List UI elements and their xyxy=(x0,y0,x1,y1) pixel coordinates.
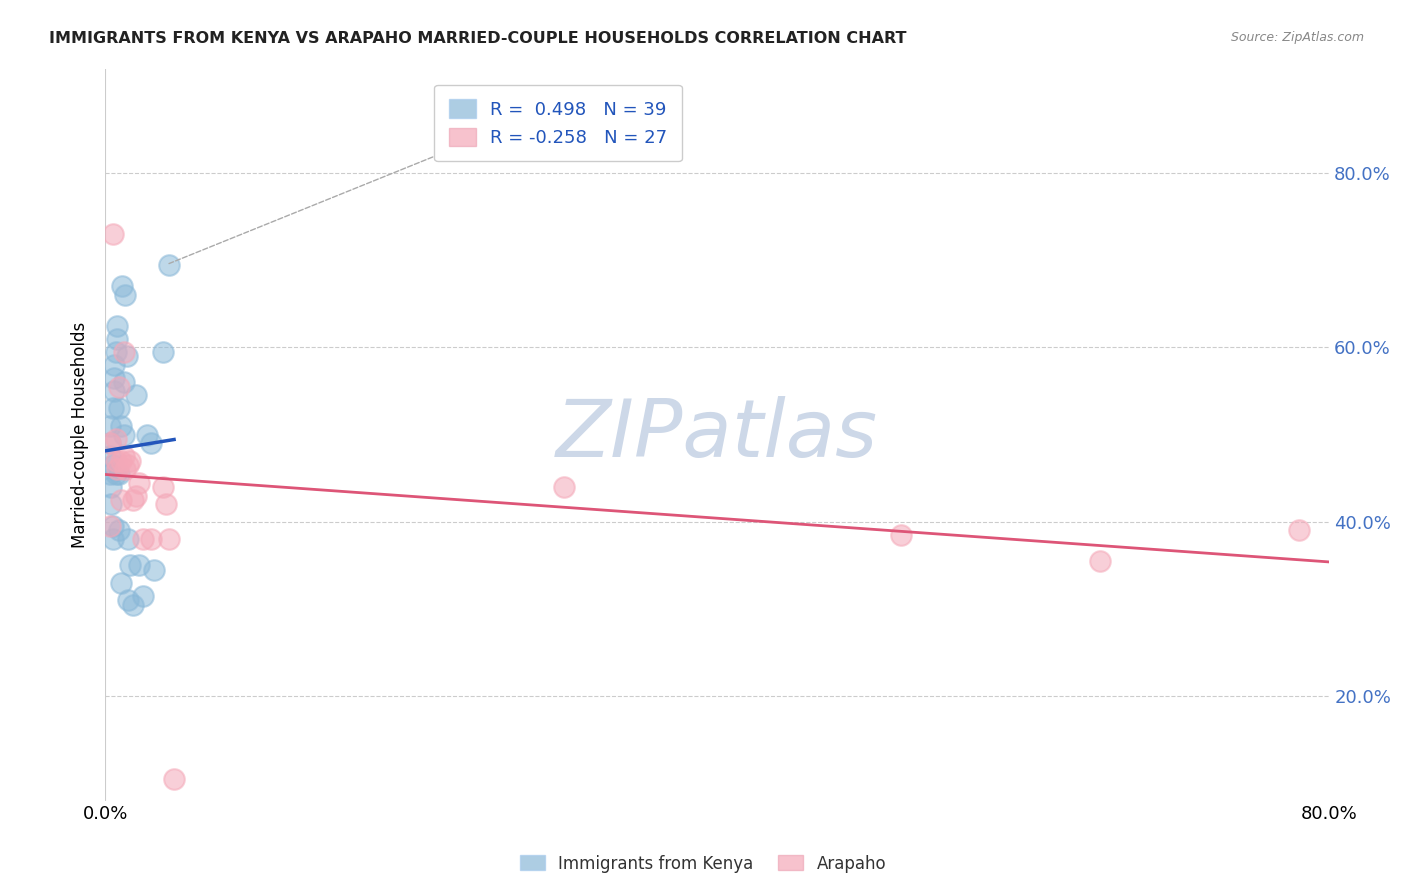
Point xyxy=(112,344,135,359)
Point xyxy=(108,379,131,393)
Point xyxy=(104,432,127,446)
Legend: Immigrants from Kenya, Arapaho: Immigrants from Kenya, Arapaho xyxy=(513,848,893,880)
Point xyxy=(118,558,141,573)
Point xyxy=(100,497,122,511)
Point xyxy=(98,467,121,481)
Text: Source: ZipAtlas.com: Source: ZipAtlas.com xyxy=(1230,31,1364,45)
Point xyxy=(143,563,166,577)
Point xyxy=(159,532,181,546)
Point xyxy=(104,453,127,467)
Point xyxy=(155,497,177,511)
Point xyxy=(112,427,135,442)
Text: ZIPatlas: ZIPatlas xyxy=(557,395,879,474)
Point xyxy=(100,480,122,494)
Point xyxy=(98,418,121,433)
Point xyxy=(98,450,121,464)
Point xyxy=(125,388,148,402)
Point xyxy=(135,427,157,442)
Point xyxy=(101,227,124,241)
Point xyxy=(117,532,139,546)
Point xyxy=(114,462,136,476)
Point xyxy=(111,279,134,293)
Point xyxy=(110,418,132,433)
Text: IMMIGRANTS FROM KENYA VS ARAPAHO MARRIED-COUPLE HOUSEHOLDS CORRELATION CHART: IMMIGRANTS FROM KENYA VS ARAPAHO MARRIED… xyxy=(49,31,907,46)
Point xyxy=(101,519,124,533)
Point xyxy=(117,593,139,607)
Point xyxy=(139,532,162,546)
Point xyxy=(112,376,135,390)
Point xyxy=(101,401,124,416)
Point xyxy=(553,480,575,494)
Point xyxy=(118,453,141,467)
Point xyxy=(110,492,132,507)
Point xyxy=(98,436,121,450)
Point xyxy=(98,436,121,450)
Point xyxy=(103,384,125,398)
Point xyxy=(107,462,129,476)
Point xyxy=(101,458,124,472)
Y-axis label: Married-couple Households: Married-couple Households xyxy=(72,321,89,548)
Point xyxy=(128,475,150,490)
Legend: R =  0.498   N = 39, R = -0.258   N = 27: R = 0.498 N = 39, R = -0.258 N = 27 xyxy=(434,85,682,161)
Point xyxy=(104,467,127,481)
Point xyxy=(163,772,186,786)
Point xyxy=(103,371,125,385)
Point xyxy=(108,401,131,416)
Point xyxy=(108,524,131,538)
Point xyxy=(115,349,138,363)
Point xyxy=(101,532,124,546)
Point xyxy=(128,558,150,573)
Point xyxy=(117,458,139,472)
Point xyxy=(139,436,162,450)
Point xyxy=(1288,524,1310,538)
Point xyxy=(107,332,129,346)
Point xyxy=(104,344,127,359)
Point xyxy=(125,489,148,503)
Point xyxy=(132,532,155,546)
Point xyxy=(890,528,912,542)
Point xyxy=(98,519,121,533)
Point xyxy=(110,575,132,590)
Point xyxy=(159,258,181,272)
Point xyxy=(107,318,129,333)
Point xyxy=(121,598,143,612)
Point xyxy=(121,492,143,507)
Point xyxy=(152,344,174,359)
Point xyxy=(103,358,125,372)
Point xyxy=(114,288,136,302)
Point xyxy=(112,450,135,464)
Point xyxy=(152,480,174,494)
Point xyxy=(108,467,131,481)
Point xyxy=(1088,554,1111,568)
Point xyxy=(110,453,132,467)
Point xyxy=(132,589,155,603)
